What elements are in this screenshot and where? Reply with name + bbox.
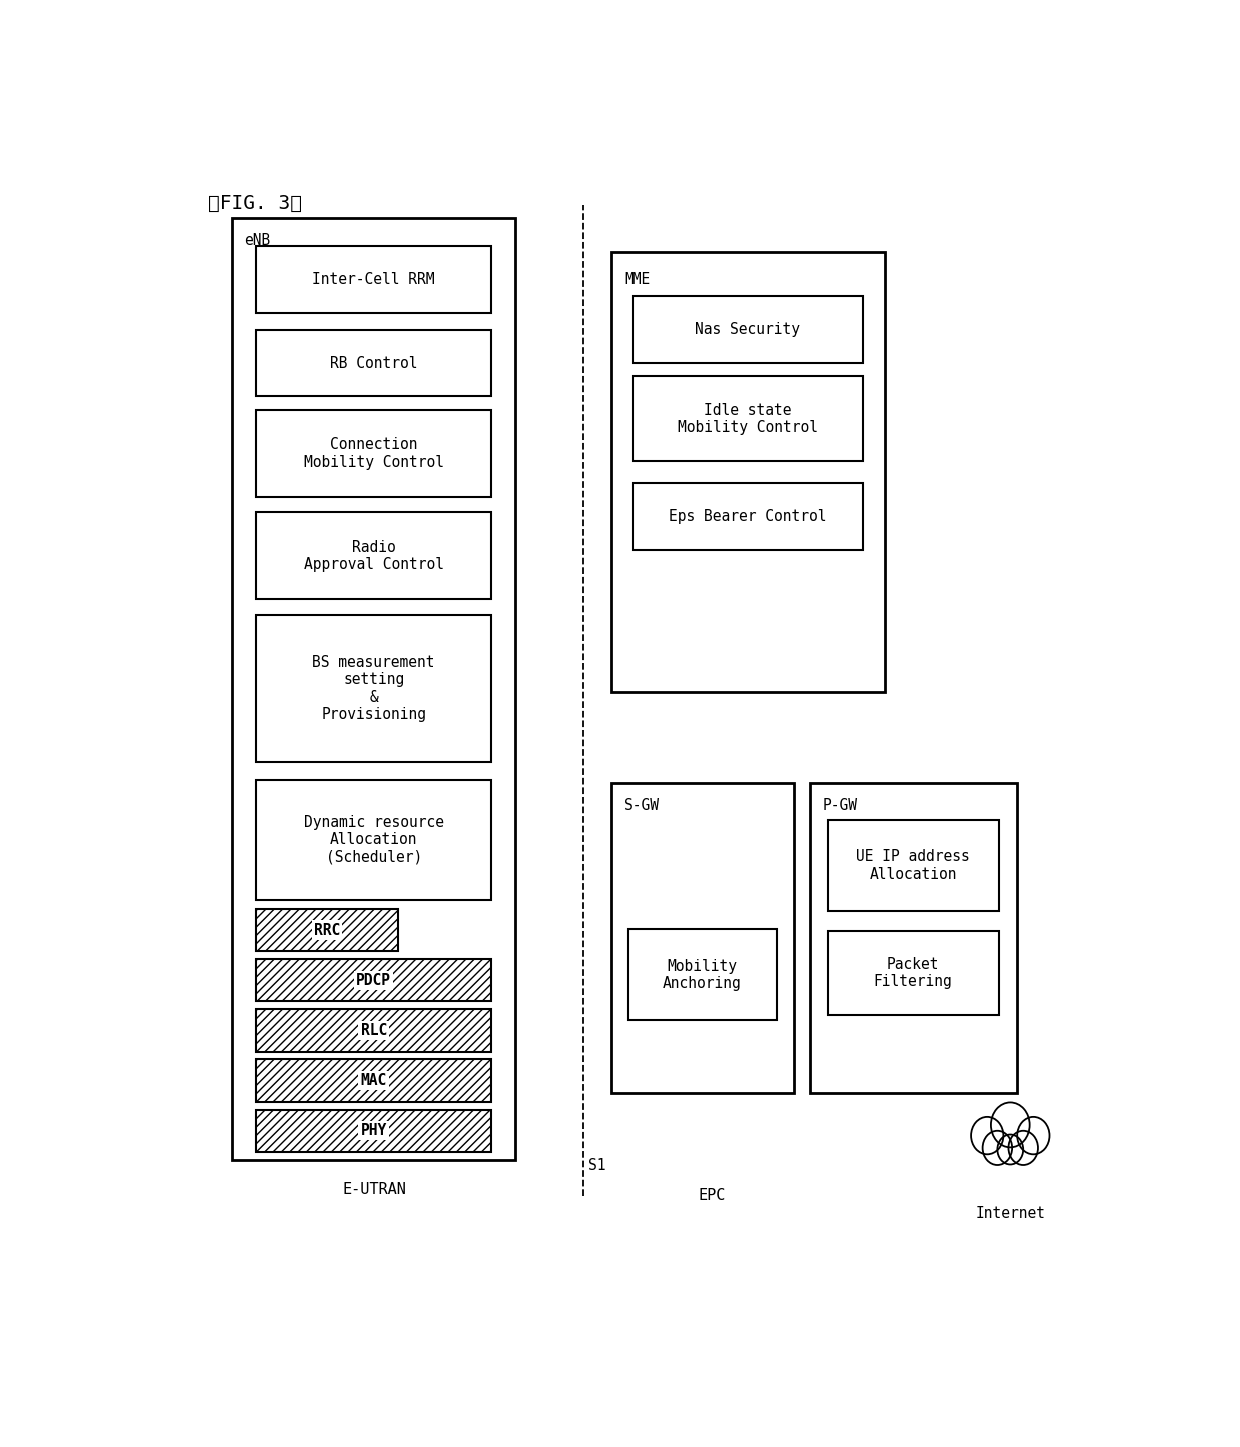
Text: Dynamic resource
Allocation
(Scheduler): Dynamic resource Allocation (Scheduler) xyxy=(304,815,444,865)
Bar xyxy=(255,909,398,951)
Text: S-GW: S-GW xyxy=(624,797,658,813)
Text: MAC: MAC xyxy=(361,1074,387,1088)
Bar xyxy=(255,410,491,496)
Text: EPC: EPC xyxy=(698,1188,727,1202)
Bar xyxy=(632,376,863,462)
Bar xyxy=(255,615,491,763)
Bar xyxy=(632,483,863,550)
Text: Packet
Filtering: Packet Filtering xyxy=(874,956,952,990)
Circle shape xyxy=(982,1130,1012,1165)
Text: Mobility
Anchoring: Mobility Anchoring xyxy=(663,958,742,991)
Text: 【FIG. 3】: 【FIG. 3】 xyxy=(208,194,301,213)
Circle shape xyxy=(997,1134,1023,1165)
Text: RLC: RLC xyxy=(361,1023,387,1037)
Bar xyxy=(255,512,491,599)
Text: Idle state
Mobility Control: Idle state Mobility Control xyxy=(678,402,818,436)
Circle shape xyxy=(1017,1117,1049,1155)
Bar xyxy=(828,820,998,912)
Bar xyxy=(255,330,491,396)
Bar xyxy=(611,252,885,692)
Bar xyxy=(255,246,491,313)
Bar xyxy=(811,783,1017,1092)
Text: PDCP: PDCP xyxy=(356,972,391,988)
Bar xyxy=(255,1110,491,1152)
Bar xyxy=(632,297,863,363)
Circle shape xyxy=(1008,1130,1038,1165)
Text: Nas Security: Nas Security xyxy=(696,323,801,337)
Text: RRC: RRC xyxy=(314,923,340,938)
Text: UE IP address
Allocation: UE IP address Allocation xyxy=(857,849,970,881)
Text: Internet: Internet xyxy=(976,1207,1045,1221)
Bar xyxy=(611,783,794,1092)
Text: E-UTRAN: E-UTRAN xyxy=(342,1182,405,1197)
Text: eNB: eNB xyxy=(244,233,270,247)
Bar xyxy=(627,929,776,1020)
Text: Radio
Approval Control: Radio Approval Control xyxy=(304,540,444,572)
Text: Connection
Mobility Control: Connection Mobility Control xyxy=(304,437,444,469)
Text: P-GW: P-GW xyxy=(823,797,858,813)
Text: PHY: PHY xyxy=(361,1123,387,1139)
Text: Inter-Cell RRM: Inter-Cell RRM xyxy=(312,272,435,287)
Circle shape xyxy=(971,1117,1003,1155)
Text: Eps Bearer Control: Eps Bearer Control xyxy=(670,509,827,524)
Bar xyxy=(828,932,998,1014)
Text: MME: MME xyxy=(624,272,650,287)
Text: BS measurement
setting
&
Provisioning: BS measurement setting & Provisioning xyxy=(312,655,435,722)
Text: S1: S1 xyxy=(589,1158,606,1174)
Bar xyxy=(255,959,491,1001)
Bar xyxy=(255,1010,491,1052)
Bar xyxy=(255,1059,491,1101)
Bar xyxy=(255,780,491,900)
Bar xyxy=(232,218,516,1159)
Circle shape xyxy=(991,1103,1029,1147)
Text: RB Control: RB Control xyxy=(330,356,418,370)
